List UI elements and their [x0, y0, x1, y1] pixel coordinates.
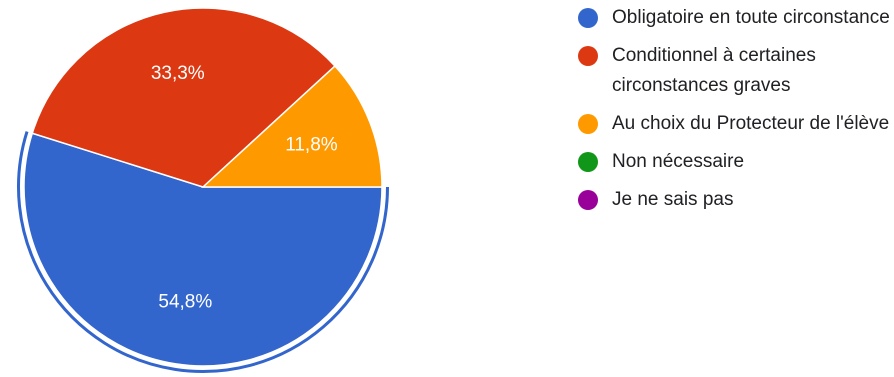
pie-slice-conditionnel-a-certaines-circonstances-graves[interactable]	[31, 7, 336, 188]
legend-item-non-necessaire[interactable]: Non nécessaire	[578, 147, 890, 177]
legend-swatch-conditionnel	[578, 46, 598, 66]
legend-swatch-obligatoire	[578, 8, 598, 28]
selected-slice-outline	[17, 131, 389, 373]
pie-chart: 54,8% 33,3% 11,8%	[17, 7, 389, 373]
legend-swatch-non-necessaire	[578, 152, 598, 172]
legend-swatch-au-choix	[578, 114, 598, 134]
legend-item-obligatoire[interactable]: Obligatoire en toute circonstance	[578, 3, 890, 33]
pie-slice-obligatoire-en-toute-circonstance[interactable]	[23, 132, 383, 367]
legend-item-je-ne-sais-pas[interactable]: Je ne sais pas	[578, 185, 890, 215]
slice-value-label-au-choix-du-protecteur-de-l-eleve: 11,8%	[285, 134, 338, 155]
legend-swatch-je-ne-sais-pas	[578, 190, 598, 210]
legend-label: Obligatoire en toute circonstance	[612, 7, 890, 28]
legend-item-conditionnel[interactable]: Conditionnel à certaines circonstances g…	[578, 41, 890, 101]
legend-label: Conditionnel à certaines circonstances g…	[612, 45, 816, 96]
legend-label: Non nécessaire	[612, 151, 745, 172]
legend-label: Au choix du Protecteur de l'élève	[612, 113, 890, 134]
slice-value-label-obligatoire-en-toute-circonstance: 54,8%	[158, 291, 212, 312]
legend-label: Je ne sais pas	[612, 189, 734, 210]
legend-item-au-choix[interactable]: Au choix du Protecteur de l'élève	[578, 109, 890, 139]
slice-value-label-conditionnel-a-certaines-circonstances-graves: 33,3%	[151, 63, 205, 84]
pie-slice-au-choix-du-protecteur-de-l-eleve[interactable]	[201, 64, 383, 188]
chart-legend: Obligatoire en toute circonstance Condit…	[578, 3, 890, 223]
